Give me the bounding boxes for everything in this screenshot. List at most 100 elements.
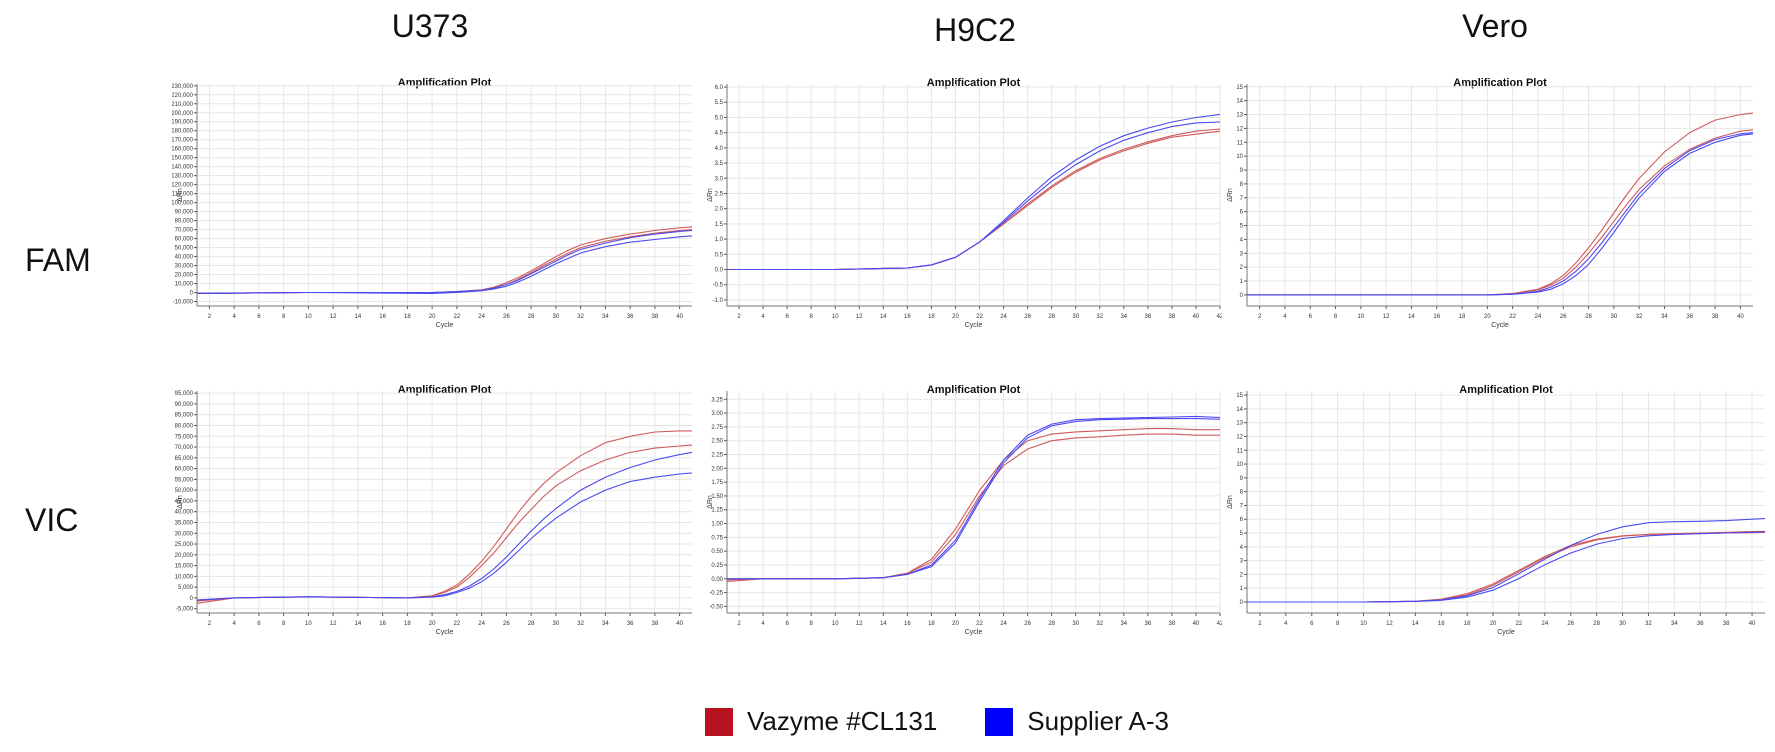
- y-tick-label: 60,000: [175, 237, 194, 243]
- x-axis-label: Cycle: [436, 629, 454, 636]
- x-tick-label: 34: [1120, 621, 1127, 627]
- x-tick-label: 16: [904, 621, 911, 627]
- x-tick-label: 38: [652, 621, 659, 627]
- column-header-vero: Vero: [1462, 8, 1528, 44]
- y-axis-label: ΔRn: [1227, 495, 1234, 509]
- x-tick-label: 18: [1459, 314, 1466, 320]
- x-tick-label: 14: [880, 621, 887, 627]
- x-tick-label: 6: [257, 314, 261, 320]
- series-line-vazyme: [1247, 129, 1754, 296]
- x-tick-label: 22: [454, 621, 461, 627]
- x-tick-label: 2: [737, 621, 741, 627]
- y-tick-label: -0.5: [713, 283, 724, 289]
- y-tick-label: 4.0: [715, 146, 724, 152]
- y-tick-label: 55,000: [175, 477, 194, 483]
- x-tick-label: 12: [856, 314, 863, 320]
- y-tick-label: 25,000: [175, 542, 194, 548]
- y-tick-label: 2.25: [711, 453, 723, 459]
- x-tick-label: 6: [1309, 314, 1313, 320]
- x-tick-label: 16: [904, 314, 911, 320]
- x-tick-label: 10: [305, 314, 312, 320]
- y-tick-label: 3.00: [711, 411, 723, 417]
- y-tick-label: 65,000: [175, 456, 194, 462]
- x-tick-label: 32: [1636, 314, 1643, 320]
- x-tick-label: 28: [528, 314, 535, 320]
- series-line-supplier: [1247, 531, 1766, 603]
- y-tick-label: 0.00: [711, 577, 723, 583]
- x-tick-label: 38: [1712, 314, 1719, 320]
- x-tick-label: 6: [257, 621, 261, 627]
- y-tick-label: 1.00: [711, 522, 723, 528]
- y-tick-label: 5.0: [715, 115, 724, 121]
- y-tick-label: 5,000: [178, 585, 194, 591]
- y-tick-label: 0.75: [711, 535, 723, 541]
- x-tick-label: 20: [952, 314, 959, 320]
- x-tick-label: 2: [1258, 621, 1262, 627]
- x-tick-label: 26: [503, 314, 510, 320]
- x-tick-label: 8: [282, 621, 286, 627]
- x-tick-label: 32: [577, 621, 584, 627]
- x-tick-label: 10: [305, 621, 312, 627]
- y-tick-label: 20,000: [175, 553, 194, 559]
- series-line-vazyme: [1247, 531, 1766, 603]
- x-tick-label: 28: [1593, 621, 1600, 627]
- x-tick-label: 40: [1749, 621, 1756, 627]
- y-tick-label: 45,000: [175, 499, 194, 505]
- y-axis-label: ΔRn: [177, 495, 184, 509]
- x-tick-label: 2: [208, 621, 212, 627]
- x-tick-label: 12: [1386, 621, 1393, 627]
- y-tick-label: 0: [190, 596, 194, 602]
- y-tick-label: 11: [1237, 448, 1244, 454]
- y-tick-label: 1.0: [715, 237, 724, 243]
- y-tick-label: 2.0: [715, 207, 724, 213]
- y-tick-label: 210,000: [172, 102, 194, 108]
- x-axis-label: Cycle: [965, 629, 983, 636]
- x-tick-label: 34: [1661, 314, 1668, 320]
- x-tick-label: 18: [1464, 621, 1471, 627]
- x-tick-label: 36: [1686, 314, 1693, 320]
- x-tick-label: 4: [761, 314, 765, 320]
- y-tick-label: 15: [1236, 393, 1243, 399]
- x-tick-label: 20: [1490, 621, 1497, 627]
- x-tick-label: 16: [1438, 621, 1445, 627]
- y-tick-label: 1: [1240, 586, 1244, 592]
- y-tick-label: 14: [1236, 407, 1243, 413]
- y-tick-label: 8: [1240, 182, 1244, 188]
- y-tick-label: 15,000: [175, 564, 194, 570]
- y-tick-label: 4: [1240, 237, 1244, 243]
- y-tick-label: 2: [1240, 265, 1244, 271]
- x-tick-label: 18: [404, 621, 411, 627]
- x-tick-label: 20: [1484, 314, 1491, 320]
- y-tick-label: 190,000: [172, 120, 194, 126]
- x-tick-label: 38: [1169, 621, 1176, 627]
- y-tick-label: 8: [1240, 490, 1244, 496]
- legend-item-vazyme: Vazyme #CL131: [705, 706, 937, 737]
- x-tick-label: 28: [1048, 314, 1055, 320]
- x-tick-label: 10: [832, 621, 839, 627]
- legend: Vazyme #CL131 Supplier A-3: [705, 706, 1217, 737]
- x-tick-label: 32: [577, 314, 584, 320]
- y-tick-label: 0.5: [715, 252, 724, 258]
- y-tick-label: 4.5: [715, 131, 724, 137]
- y-axis-label: ΔRn: [177, 188, 184, 202]
- x-tick-label: 22: [1509, 314, 1516, 320]
- series-line-vazyme: [726, 433, 1220, 581]
- x-tick-label: 30: [1619, 621, 1626, 627]
- y-tick-label: 11: [1237, 140, 1244, 146]
- series-line-supplier: [727, 113, 1221, 271]
- y-tick-label: 160,000: [172, 147, 194, 153]
- y-tick-label: 130,000: [172, 174, 194, 180]
- y-tick-label: 1.50: [711, 494, 723, 500]
- y-tick-label: 1.25: [711, 508, 723, 514]
- x-tick-label: 2: [208, 314, 212, 320]
- y-tick-label: 230,000: [172, 84, 194, 90]
- x-tick-label: 18: [928, 314, 935, 320]
- x-tick-label: 20: [429, 621, 436, 627]
- legend-swatch-vazyme: [705, 707, 733, 736]
- series-line-supplier: [196, 451, 693, 601]
- row-header-fam: FAM: [25, 242, 91, 278]
- y-tick-label: 220,000: [172, 93, 194, 99]
- y-tick-label: 40,000: [175, 255, 194, 261]
- y-tick-label: 95,000: [175, 391, 194, 397]
